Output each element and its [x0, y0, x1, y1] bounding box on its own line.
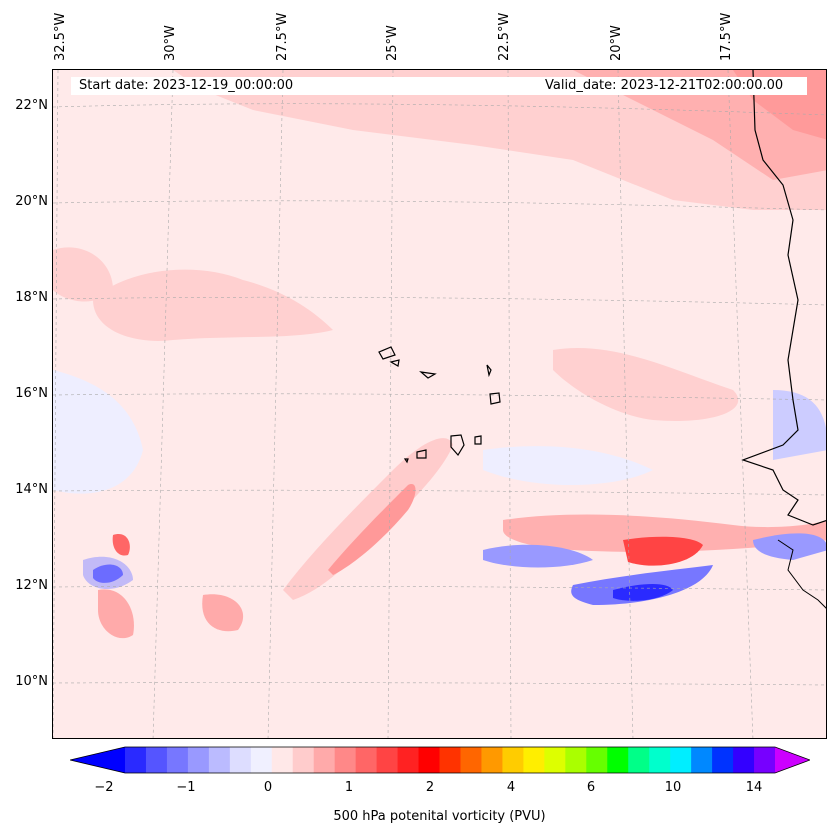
colorbar-tick-label: −2 — [94, 780, 114, 795]
lat-label-16n: 16°N — [15, 386, 48, 401]
colorbar — [70, 746, 810, 774]
colorbar-swatch — [460, 747, 482, 773]
lat-label-14n: 14°N — [15, 482, 48, 497]
pv-neg-south-core — [613, 584, 673, 601]
colorbar-swatch — [439, 747, 461, 773]
colorbar-extend-max — [775, 747, 810, 773]
graticule — [53, 70, 826, 738]
colorbar-swatch — [355, 747, 378, 773]
colorbar-outline — [70, 746, 810, 774]
colorbar-swatch — [544, 747, 566, 773]
colorbar-extend-min — [70, 747, 125, 773]
colorbar-tick-label: 10 — [664, 780, 682, 795]
colorbar-swatch — [523, 747, 545, 773]
colorbar-swatch — [397, 747, 420, 773]
pv-neg-central — [483, 446, 653, 485]
pv-filament-core — [328, 484, 416, 575]
pv-pos-west-core — [112, 534, 130, 556]
africa-coastline — [741, 70, 826, 526]
colorbar-swatch — [271, 747, 294, 773]
colorbar-swatch — [250, 747, 273, 773]
colorbar-swatch — [691, 747, 713, 773]
pv-pos-west-lower — [98, 589, 134, 639]
pv-neg-west-halo — [83, 556, 133, 590]
pv-south-core — [623, 536, 703, 566]
lat-label-20n: 20°N — [15, 194, 48, 209]
colorbar-label: 500 hPa potenital vorticity (PVU) — [333, 809, 546, 824]
lon-label-17-5w: 17.5°W — [719, 12, 734, 61]
start-date-label: Start date: 2023-12-19_00:00:00 — [79, 78, 294, 93]
colorbar-swatch — [376, 747, 399, 773]
lat-label-10n: 10°N — [15, 674, 48, 689]
valid-date-label: Valid_date: 2023-12-21T02:00:00.00 — [545, 78, 784, 93]
colorbar-swatch — [670, 747, 692, 773]
lon-label-30w: 30°W — [163, 25, 178, 61]
colorbar-swatch — [649, 747, 671, 773]
cape-verde-islands — [378, 346, 501, 464]
colorbar-tick-label: 2 — [425, 780, 435, 795]
colorbar-swatch — [481, 747, 503, 773]
date-banner — [71, 77, 807, 95]
colorbar-swatch — [565, 747, 587, 773]
colorbar-swatch — [607, 747, 629, 773]
colorbar-swatch — [292, 747, 315, 773]
lat-label-12n: 12°N — [15, 578, 48, 593]
colorbar-swatch — [418, 747, 441, 773]
pv-south-band — [503, 514, 826, 552]
pv-patch-east — [553, 348, 739, 421]
colorbar-swatch — [125, 747, 147, 773]
colorbar-swatch — [334, 747, 357, 773]
colorbar-tick-label: 0 — [263, 780, 273, 795]
colorbar-swatch — [502, 747, 524, 773]
colorbar-swatch — [586, 747, 608, 773]
colorbar-tick-label: 1 — [344, 780, 354, 795]
pv-neg-west — [53, 370, 143, 494]
colorbar-swatch — [187, 747, 210, 773]
guinea-coastline — [777, 539, 826, 609]
lon-label-32-5w: 32.5°W — [53, 12, 68, 61]
colorbar-tick-label: 14 — [745, 780, 763, 795]
lon-label-20w: 20°W — [609, 25, 624, 61]
colorbar-tick-label: −1 — [176, 780, 196, 795]
lon-label-27-5w: 27.5°W — [275, 12, 290, 61]
map-panel — [52, 69, 827, 739]
colorbar-tick-label: 6 — [586, 780, 596, 795]
colorbar-swatch — [712, 747, 734, 773]
colorbar-swatch — [628, 747, 650, 773]
pv-patch-edge — [53, 247, 113, 302]
colorbar-swatch — [166, 747, 189, 773]
colorbar-swatch — [313, 747, 336, 773]
colorbar-tick-label: 4 — [506, 780, 516, 795]
lat-label-18n: 18°N — [15, 290, 48, 305]
colorbar-swatch — [229, 747, 252, 773]
pv-field-map — [53, 70, 826, 738]
lon-label-25w: 25°W — [385, 25, 400, 61]
pv-pos-southwest — [202, 594, 244, 632]
pv-filament-outer — [283, 438, 453, 600]
pv-neg-coast-south — [753, 533, 826, 560]
colorbar-swatch — [733, 747, 755, 773]
colorbar-swatch — [145, 747, 168, 773]
lat-label-22n: 22°N — [15, 98, 48, 113]
colorbar-swatch — [208, 747, 231, 773]
colorbar-swatch — [754, 747, 776, 773]
pv-neg-south-a — [483, 544, 593, 568]
lon-label-22-5w: 22.5°W — [497, 12, 512, 61]
pv-patch-west — [93, 269, 333, 341]
